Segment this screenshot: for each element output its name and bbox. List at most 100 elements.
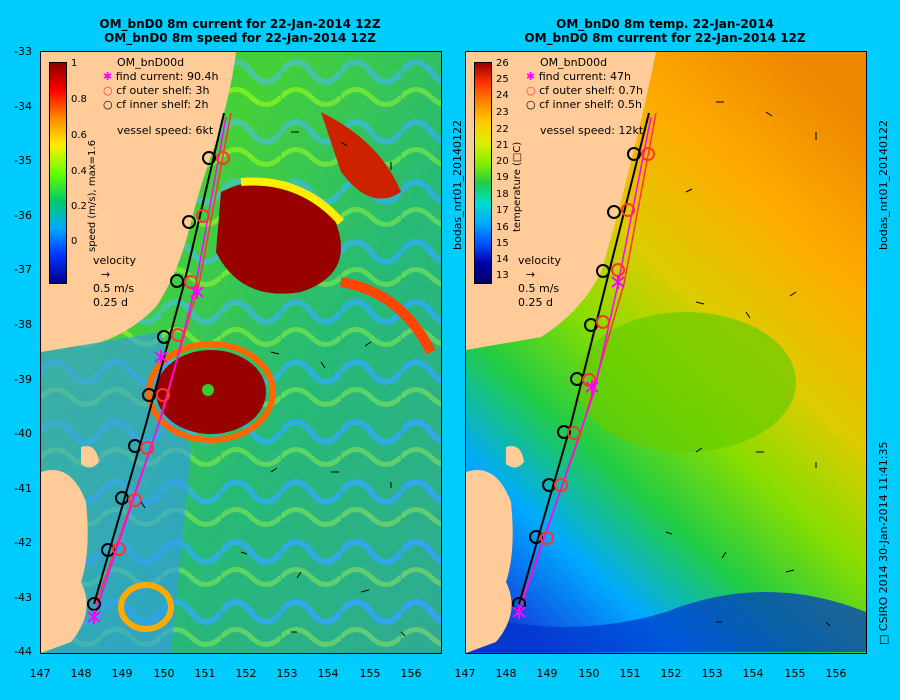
speed-colorbar [49, 62, 67, 284]
legend: OM_bnD00d ✱ find current: 90.4h ○ cf out… [103, 56, 218, 138]
legend-title: OM_bnD00d [540, 56, 608, 69]
cbar-label: speed (m/s), max=1.6 [87, 140, 98, 252]
temperature-map-panel: 26 25 24 23 22 21 20 19 18 17 16 15 14 1… [465, 51, 867, 654]
tasmania-land [41, 470, 88, 653]
cbar-tick: 20 [496, 156, 509, 167]
legend-find-label: find current: 47h [538, 70, 631, 83]
circle-icon: ○ [526, 98, 536, 111]
legend-title: OM_bnD00d [117, 56, 185, 69]
legend-inner: ○ cf inner shelf: 2h [103, 98, 218, 112]
x-tick: 153 [701, 667, 723, 680]
cbar-tick: 0.6 [71, 130, 87, 141]
cbar-tick: 18 [496, 189, 509, 200]
temperature-colorbar [474, 62, 492, 284]
mainland-land [466, 52, 656, 350]
cbar-tick: 24 [496, 90, 509, 101]
asterisk-icon: ✱ [526, 70, 536, 83]
velocity-days: 0.25 d [518, 296, 553, 309]
cbar-tick: 19 [496, 172, 509, 183]
circle-icon: ○ [526, 84, 536, 97]
y-tick: -33 [14, 45, 32, 58]
legend-outer: ○ cf outer shelf: 3h [103, 84, 218, 98]
x-tick: 153 [276, 667, 298, 680]
current-vectors [140, 131, 406, 637]
legend-find-label: find current: 90.4h [115, 70, 219, 83]
cbar-tick: 16 [496, 222, 509, 233]
cbar-tick: 1 [71, 58, 78, 69]
cbar-tick: 0.4 [71, 166, 87, 177]
cbar-label: temperature (□C) [512, 141, 523, 232]
cbar-tick: 14 [496, 254, 509, 265]
cbar-tick: 0.8 [71, 94, 87, 105]
credit-label: □ CSIRO 2014 30-Jan-2014 11:41:35 [877, 441, 890, 645]
cbar-tick: 15 [496, 238, 509, 249]
right-title: OM_bnD0 8m temp. 22-Jan-2014 OM_bnD0 8m … [465, 17, 865, 45]
y-tick: -39 [14, 373, 32, 386]
x-tick: 148 [495, 667, 517, 680]
tasmania-land [466, 470, 513, 653]
x-tick: 148 [70, 667, 92, 680]
velocity-scale: velocity → 0.5 m/s 0.25 d [93, 254, 136, 310]
legend-outer-label: cf outer shelf: 0.7h [539, 84, 644, 97]
x-tick: 155 [359, 667, 381, 680]
x-tick: 152 [660, 667, 682, 680]
x-tick: 149 [536, 667, 558, 680]
side-label-left: bodas_nrt01_20140122 [451, 120, 464, 250]
y-tick: -43 [14, 591, 32, 604]
x-tick: 149 [111, 667, 133, 680]
x-tick: 154 [317, 667, 339, 680]
left-title-line2: OM_bnD0 8m speed for 22-Jan-2014 12Z [104, 31, 376, 45]
y-tick: -36 [14, 209, 32, 222]
find-current-markers [87, 285, 204, 624]
right-title-line2: OM_bnD0 8m current for 22-Jan-2014 12Z [524, 31, 806, 45]
left-title-line1: OM_bnD0 8m current for 22-Jan-2014 12Z [99, 17, 381, 31]
side-label-right: bodas_nrt01_20140122 [877, 120, 890, 250]
legend-find: ✱ find current: 47h [526, 70, 643, 84]
find-current-markers [512, 275, 625, 619]
velocity-label: velocity [93, 254, 136, 267]
asterisk-icon: ✱ [103, 70, 113, 83]
y-tick: -44 [14, 645, 32, 658]
y-tick: -42 [14, 536, 32, 549]
y-tick: -37 [14, 263, 32, 276]
outer-shelf-markers [540, 147, 655, 545]
x-tick: 147 [454, 667, 476, 680]
find-current-track [93, 116, 227, 618]
inner-shelf-track [518, 112, 650, 605]
legend-inner: ○ cf inner shelf: 0.5h [526, 98, 643, 112]
circle-icon: ○ [103, 98, 113, 111]
x-tick: 151 [619, 667, 641, 680]
legend: OM_bnD00d ✱ find current: 47h ○ cf outer… [526, 56, 643, 138]
legend-outer: ○ cf outer shelf: 0.7h [526, 84, 643, 98]
cbar-tick: 25 [496, 74, 509, 85]
x-tick: 156 [400, 667, 422, 680]
velocity-label: velocity [518, 254, 561, 267]
cbar-tick: 0 [71, 236, 78, 247]
cbar-tick: 23 [496, 107, 509, 118]
inner-shelf-markers [87, 151, 216, 611]
y-tick: -34 [14, 100, 32, 113]
cbar-tick: 22 [496, 124, 509, 135]
x-tick: 156 [825, 667, 847, 680]
y-tick: -40 [14, 427, 32, 440]
velocity-days: 0.25 d [93, 296, 128, 309]
velocity-arrow: → [526, 268, 536, 281]
legend-find: ✱ find current: 90.4h [103, 70, 218, 84]
x-tick: 155 [784, 667, 806, 680]
velocity-value: 0.5 m/s [518, 282, 560, 295]
legend-outer-label: cf outer shelf: 3h [116, 84, 210, 97]
right-title-line1: OM_bnD0 8m temp. 22-Jan-2014 [556, 17, 774, 31]
cbar-tick: 21 [496, 140, 509, 151]
temperature-map [466, 52, 866, 653]
vessel-speed: vessel speed: 12kt [540, 124, 644, 137]
x-tick: 150 [578, 667, 600, 680]
x-tick: 152 [235, 667, 257, 680]
inner-shelf-markers [512, 147, 641, 611]
velocity-arrow: → [101, 268, 111, 281]
cbar-tick: 17 [496, 205, 509, 216]
y-tick: -35 [14, 154, 32, 167]
find-current-track [518, 116, 652, 613]
x-tick: 150 [153, 667, 175, 680]
current-vectors [665, 101, 831, 627]
cbar-tick: 0.2 [71, 201, 87, 212]
